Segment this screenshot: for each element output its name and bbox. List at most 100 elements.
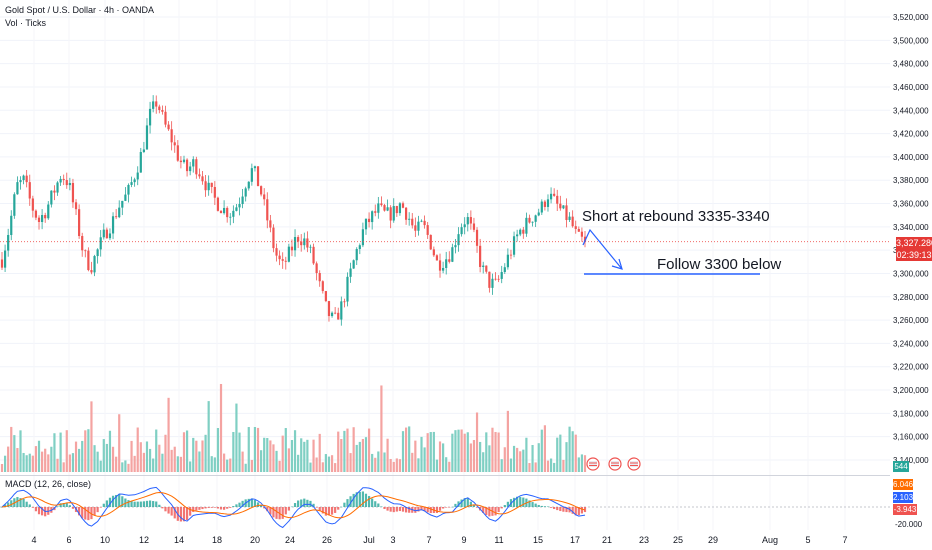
price-tick-label: 3,380,000 — [893, 176, 929, 185]
macd-histogram-bar — [170, 507, 173, 516]
volume-bar — [198, 451, 201, 472]
macd-histogram-bar — [519, 496, 522, 507]
candle-body — [556, 195, 559, 204]
price-tick-label: 3,500,000 — [893, 36, 929, 45]
macd-histogram-bar — [99, 507, 102, 508]
candle-body — [232, 210, 235, 217]
volume-badge: 544 — [893, 461, 909, 472]
time-axis[interactable]: 4 6 10 12 14 18 20 24 26 Jul 3 7 9 11 15 17 21 23 25 29 Aug 5… — [31, 535, 847, 545]
symbol-title[interactable]: Gold Spot / U.S. Dollar · 4h · OANDA — [5, 5, 155, 15]
price-tick-label: 3,360,000 — [893, 200, 929, 209]
volume-bar — [31, 455, 34, 472]
volume-legend[interactable]: Vol · Ticks — [5, 18, 47, 28]
candle-body — [19, 180, 22, 183]
macd-histogram-bar — [84, 507, 87, 520]
candle-body — [334, 312, 337, 314]
macd-histogram-bar — [3, 504, 7, 507]
candle-body — [167, 124, 170, 130]
candle-body — [531, 221, 534, 223]
follow-annotation[interactable]: Follow 3300 below — [657, 256, 782, 273]
candle-body — [429, 234, 432, 250]
volume-bar — [337, 431, 340, 472]
macd-histogram-bar — [482, 507, 485, 513]
candle-body — [96, 249, 99, 257]
volume-bar — [256, 427, 260, 472]
candle-body — [454, 245, 457, 248]
volume-bar — [53, 433, 56, 472]
volume-bar — [164, 434, 167, 472]
volume-bar — [497, 432, 500, 472]
macd-histogram-bar — [485, 507, 488, 515]
volume-bar — [99, 460, 102, 472]
macd-histogram-bar — [346, 499, 349, 507]
candle-body — [321, 281, 324, 292]
macd-histogram-bar — [152, 501, 155, 507]
macd-histogram-bar — [34, 507, 38, 512]
price-tick-label: 3,300,000 — [893, 269, 929, 278]
macd-histogram-bar — [556, 507, 559, 511]
candle-body — [272, 227, 275, 249]
candle-body — [574, 226, 577, 229]
volume-bar — [139, 442, 142, 472]
volume-bar — [278, 460, 281, 472]
volume-bar — [516, 447, 519, 472]
candle-body — [266, 199, 269, 221]
macd-histogram-bar — [222, 507, 226, 510]
macd-legend[interactable]: MACD (12, 26, close) — [5, 479, 92, 489]
volume-bar — [272, 444, 275, 472]
volume-bar — [266, 438, 269, 472]
volume-bar — [460, 429, 463, 472]
short-annotation[interactable]: Short at rebound 3335-3340 — [582, 208, 770, 225]
time-tick-label: Aug — [762, 535, 778, 545]
volume-bar — [155, 429, 158, 472]
macd-histogram-bar — [213, 507, 216, 508]
candle-body — [290, 246, 294, 251]
candle-body — [485, 265, 488, 272]
candle-body — [411, 218, 414, 226]
macd-histogram-bar — [266, 507, 269, 512]
candle-body — [306, 238, 309, 248]
volume-bar — [16, 448, 19, 472]
macd-histogram-bar — [522, 497, 525, 507]
macd-histogram-bar — [340, 506, 343, 508]
volume-bar — [102, 439, 105, 472]
candle-body — [401, 203, 405, 208]
candle-body — [367, 218, 371, 223]
time-tick-label: 12 — [139, 535, 149, 545]
macd-histogram-bar — [136, 501, 139, 507]
time-tick-label: 25 — [673, 535, 683, 545]
macd-histogram-bar — [562, 507, 565, 512]
volume-bar — [19, 430, 22, 472]
macd-histogram-bar — [111, 495, 115, 507]
volume-bar — [343, 430, 346, 472]
macd-histogram-bar — [290, 506, 294, 508]
macd-histogram-bar — [543, 506, 546, 507]
candle-body — [463, 224, 466, 228]
macd-histogram-bar — [87, 507, 90, 521]
macd-histogram-bar — [426, 507, 429, 513]
price-tick-label: 3,440,000 — [893, 106, 929, 115]
candle-body — [37, 217, 41, 222]
macd-axis-label: -20.000 — [895, 520, 923, 529]
volume-bar — [562, 459, 565, 472]
candle-body — [256, 166, 260, 187]
candle-body — [176, 145, 179, 161]
candle-body — [398, 203, 402, 214]
candle-body — [500, 272, 503, 279]
volume-bar — [318, 433, 321, 472]
volume-bar — [330, 455, 334, 472]
volume-bar — [173, 446, 176, 472]
volume-bar — [546, 460, 550, 472]
volume-bar — [408, 426, 411, 472]
macd-histogram-bar — [383, 507, 386, 510]
signal-line — [1, 491, 586, 519]
macd-histogram-bar — [321, 507, 324, 514]
macd-histogram-bar — [371, 498, 374, 507]
volume-bar — [438, 441, 442, 472]
macd-histogram-bar — [355, 492, 358, 507]
candle-body — [364, 218, 368, 230]
annotation-shapes[interactable] — [582, 228, 760, 275]
volume-bar — [583, 455, 587, 472]
volume-bar — [383, 452, 386, 472]
